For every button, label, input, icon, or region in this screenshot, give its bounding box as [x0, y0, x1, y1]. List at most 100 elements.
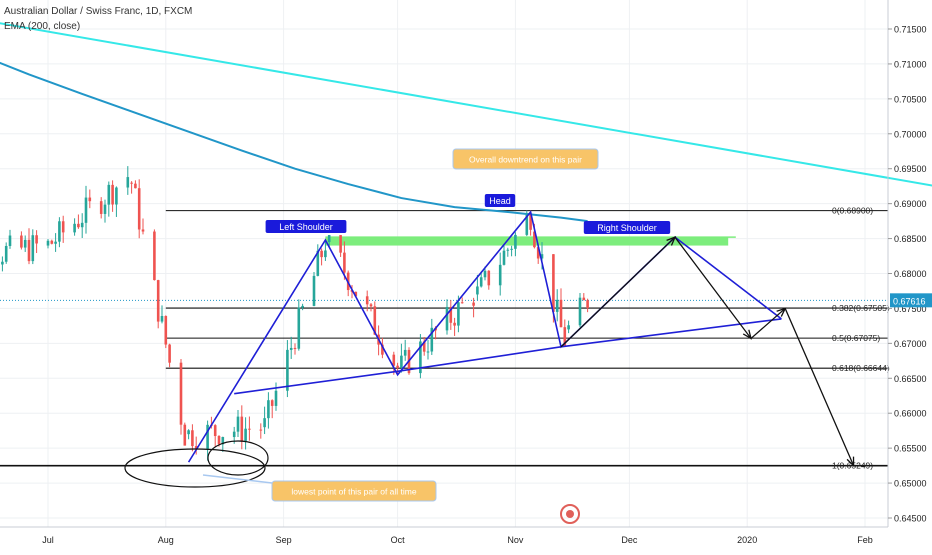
candle-body — [20, 235, 23, 248]
candle-body — [179, 362, 183, 425]
candle-body — [460, 302, 464, 304]
candle-body — [567, 325, 570, 330]
candle-body — [134, 183, 137, 189]
arrow-head-icon — [846, 456, 855, 468]
price-tick-label: 0.70500 — [894, 94, 927, 104]
note-leader-line — [202, 474, 273, 484]
candle-body — [400, 355, 403, 368]
indicator-legend[interactable]: EMA (200, close) — [4, 21, 81, 32]
candle-body — [472, 302, 475, 306]
left-shoulder-label: Left Shoulder — [279, 222, 333, 232]
candle-body — [365, 296, 369, 305]
candle-body — [369, 304, 373, 307]
price-tick-label: 0.67500 — [894, 304, 927, 314]
candle-body — [578, 297, 582, 326]
candle-body — [115, 187, 118, 205]
arrow-head-icon — [742, 329, 753, 340]
candle-body — [111, 184, 114, 205]
candle-body — [555, 299, 559, 312]
symbol-title: Australian Dollar / Swiss Franc, 1D, FXC… — [4, 6, 193, 17]
candle-body — [422, 341, 426, 352]
candle-body — [236, 416, 240, 432]
time-tick-label: Aug — [158, 535, 174, 545]
price-tick-label: 0.69500 — [894, 164, 927, 174]
downtrend-note-bg — [452, 148, 599, 170]
candle-body — [31, 235, 35, 262]
downtrend-line — [0, 22, 932, 187]
candle-body — [160, 315, 164, 322]
time-tick-label: Oct — [391, 535, 406, 545]
candle-body — [141, 229, 145, 232]
candle-body — [525, 214, 529, 235]
time-tick-label: Dec — [621, 535, 638, 545]
candle-body — [540, 254, 544, 259]
time-tick-label: Jul — [42, 535, 54, 545]
candle-body — [506, 249, 510, 251]
fib-level-label: 0(0.68900) — [832, 206, 873, 216]
price-tick-label: 0.66000 — [894, 409, 927, 419]
downtrend-note: Overall downtrend on this pair — [469, 155, 582, 165]
candle-body — [289, 347, 293, 350]
right-shoulder-label-bg — [583, 221, 671, 234]
candle-body — [586, 300, 589, 309]
price-tick-label: 0.64500 — [894, 514, 927, 524]
candle-body — [153, 231, 156, 281]
candle-body — [4, 245, 8, 262]
candle-body — [270, 400, 274, 406]
candle-body — [487, 270, 491, 286]
candle-body — [312, 275, 316, 306]
candle-body — [61, 221, 65, 233]
candle-body — [396, 365, 399, 369]
candle-body — [80, 222, 84, 228]
price-tick-label: 0.65500 — [894, 444, 927, 454]
time-tick-label: Nov — [507, 535, 524, 545]
candle-body — [130, 182, 133, 184]
candle-body — [206, 424, 209, 449]
candle-body — [107, 184, 111, 205]
candle-body — [137, 188, 141, 230]
candle-body — [498, 264, 502, 286]
candle-body — [392, 354, 396, 366]
candle-body — [156, 280, 160, 322]
head-label: Head — [489, 196, 511, 206]
candle-body — [533, 231, 536, 248]
candle-body — [183, 424, 187, 446]
candle-body — [35, 235, 38, 244]
candle-body — [58, 221, 61, 242]
candle-body — [327, 235, 331, 243]
candle-body — [510, 248, 513, 250]
candle-body — [479, 277, 483, 287]
candle-body — [194, 446, 198, 449]
candle-body — [316, 250, 320, 276]
candle-body — [453, 322, 456, 326]
candle-body — [536, 247, 540, 259]
candle-body — [320, 250, 323, 258]
candle-body — [232, 431, 236, 438]
candle-body — [324, 250, 327, 258]
candle-body — [267, 400, 270, 419]
candle-body — [191, 430, 194, 447]
last-price-badge: 0.67616 — [893, 296, 926, 306]
price-tick-label: 0.65000 — [894, 479, 927, 489]
logo-icon — [560, 504, 580, 524]
time-tick-label: Feb — [857, 535, 873, 545]
price-tick-label: 0.68500 — [894, 234, 927, 244]
candle-body — [354, 291, 358, 297]
candle-body — [301, 305, 304, 308]
candle-body — [263, 418, 266, 428]
candle-body — [23, 239, 27, 248]
candle-body — [426, 351, 430, 353]
candle-body — [187, 430, 190, 435]
logo-icon-dot — [566, 510, 574, 518]
neckline-zone-band — [325, 237, 729, 246]
candle-body — [457, 302, 460, 326]
candle-body — [483, 270, 487, 278]
neckline-line — [234, 318, 782, 395]
last-price-badge-bg — [890, 293, 932, 308]
candle-body — [73, 223, 76, 233]
lowest-point-note: lowest point of this pair of all time — [291, 487, 416, 497]
candle-body — [126, 177, 130, 188]
head-shoulders-path — [187, 210, 782, 463]
